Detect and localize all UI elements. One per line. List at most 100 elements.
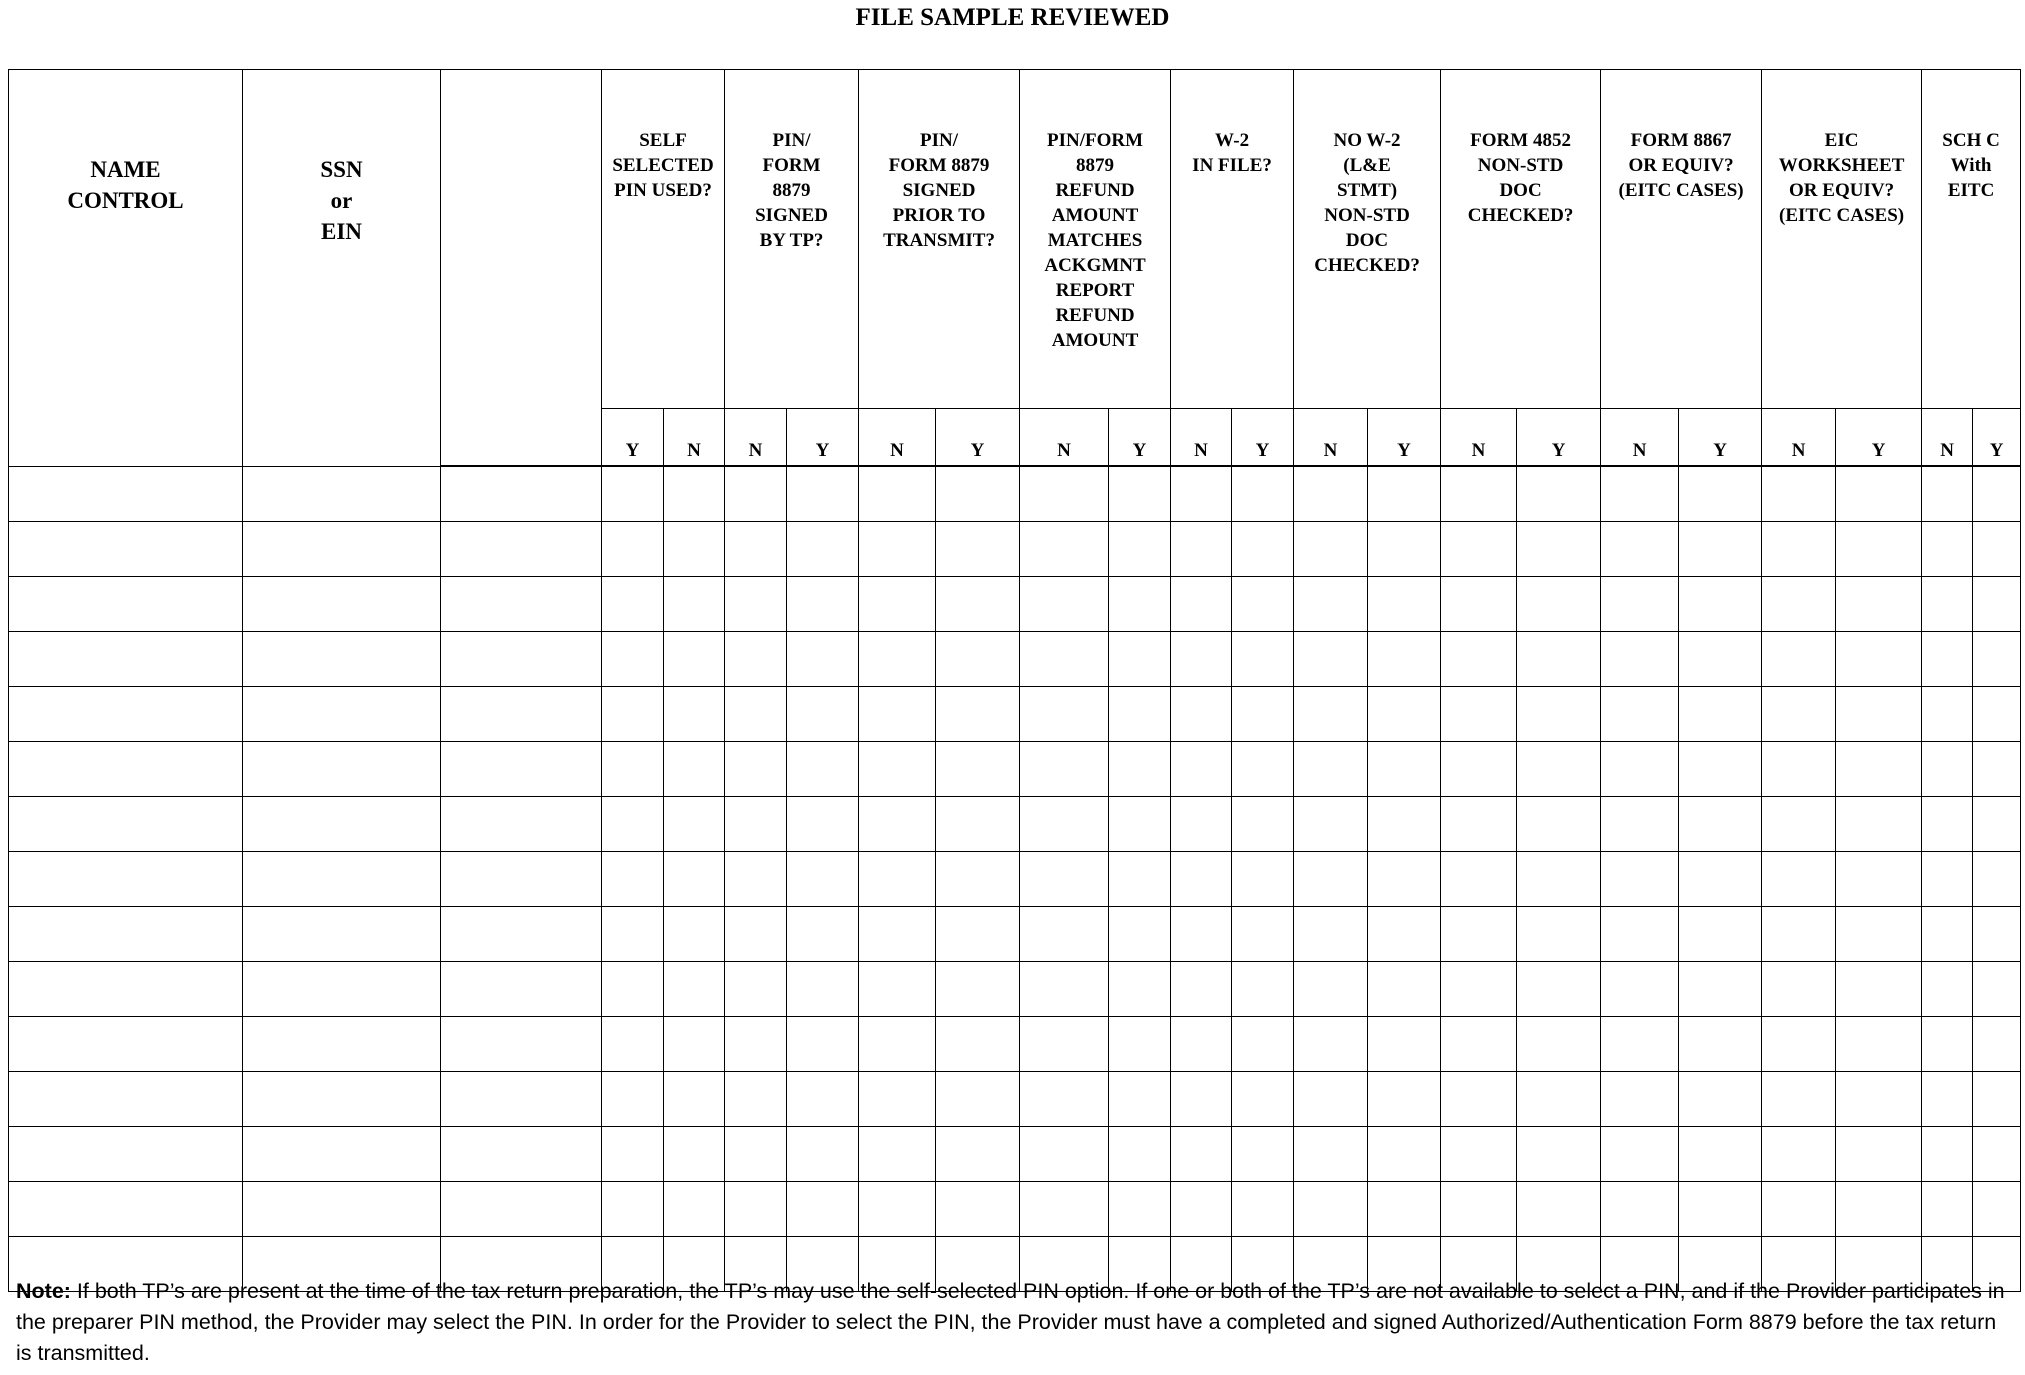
table-cell[interactable] [601, 1126, 664, 1182]
table-cell[interactable] [1972, 851, 2022, 907]
table-cell[interactable] [1678, 1071, 1763, 1127]
table-cell[interactable] [1678, 1181, 1763, 1237]
table-cell[interactable] [1019, 1126, 1110, 1182]
table-cell[interactable] [1678, 961, 1763, 1017]
table-cell[interactable] [1293, 1016, 1369, 1072]
table-cell[interactable] [1231, 1071, 1295, 1127]
table-cell[interactable] [1019, 465, 1110, 522]
table-cell[interactable] [724, 796, 787, 852]
table-cell[interactable] [1231, 906, 1295, 962]
table-cell[interactable] [1921, 631, 1974, 687]
table-cell[interactable] [1972, 1181, 2022, 1237]
table-cell[interactable] [242, 1126, 441, 1182]
table-cell[interactable] [1170, 465, 1233, 522]
table-cell[interactable] [785, 1016, 860, 1072]
table-cell[interactable] [1678, 465, 1763, 522]
table-cell[interactable] [1108, 741, 1172, 797]
table-cell[interactable] [8, 796, 243, 852]
table-cell[interactable] [1367, 1236, 1442, 1292]
table-cell[interactable] [1019, 906, 1110, 962]
table-cell[interactable] [785, 961, 860, 1017]
table-cell[interactable] [1678, 796, 1763, 852]
table-cell[interactable] [785, 906, 860, 962]
table-cell[interactable] [1761, 1236, 1837, 1292]
table-cell[interactable] [663, 741, 725, 797]
table-cell[interactable] [724, 1236, 787, 1292]
table-cell[interactable] [1293, 906, 1369, 962]
table-cell[interactable] [440, 1016, 602, 1072]
table-cell[interactable] [724, 1016, 787, 1072]
table-cell[interactable] [1293, 465, 1369, 522]
table-cell[interactable] [1972, 521, 2022, 577]
table-cell[interactable] [1921, 851, 1974, 907]
table-cell[interactable] [858, 906, 937, 962]
table-cell[interactable] [1516, 1071, 1602, 1127]
table-cell[interactable] [663, 465, 725, 522]
table-cell[interactable] [242, 465, 441, 522]
table-cell[interactable] [1108, 465, 1172, 522]
table-cell[interactable] [601, 521, 664, 577]
table-cell[interactable] [935, 1181, 1021, 1237]
table-cell[interactable] [1921, 1126, 1974, 1182]
table-cell[interactable] [1293, 576, 1369, 632]
table-cell[interactable] [935, 961, 1021, 1017]
table-cell[interactable] [1293, 1126, 1369, 1182]
table-cell[interactable] [935, 1236, 1021, 1292]
table-cell[interactable] [1761, 851, 1837, 907]
table-cell[interactable] [1678, 631, 1763, 687]
table-cell[interactable] [1231, 1181, 1295, 1237]
table-cell[interactable] [935, 1126, 1021, 1182]
table-cell[interactable] [1600, 465, 1680, 522]
table-cell[interactable] [935, 906, 1021, 962]
table-cell[interactable] [8, 741, 243, 797]
table-cell[interactable] [1600, 631, 1680, 687]
table-cell[interactable] [858, 1236, 937, 1292]
table-cell[interactable] [1367, 851, 1442, 907]
table-cell[interactable] [1293, 796, 1369, 852]
table-cell[interactable] [1440, 1126, 1518, 1182]
table-cell[interactable] [1293, 686, 1369, 742]
table-cell[interactable] [724, 961, 787, 1017]
table-cell[interactable] [663, 851, 725, 907]
table-cell[interactable] [1440, 906, 1518, 962]
table-cell[interactable] [1921, 1071, 1974, 1127]
table-cell[interactable] [1440, 1071, 1518, 1127]
table-cell[interactable] [1972, 1126, 2022, 1182]
table-cell[interactable] [601, 741, 664, 797]
table-cell[interactable] [1231, 1016, 1295, 1072]
table-cell[interactable] [8, 1236, 243, 1292]
table-cell[interactable] [440, 1126, 602, 1182]
table-cell[interactable] [1835, 961, 1923, 1017]
table-cell[interactable] [1761, 1071, 1837, 1127]
table-cell[interactable] [1972, 631, 2022, 687]
table-cell[interactable] [1440, 961, 1518, 1017]
table-cell[interactable] [1367, 1071, 1442, 1127]
table-cell[interactable] [1516, 1016, 1602, 1072]
table-cell[interactable] [935, 1071, 1021, 1127]
table-cell[interactable] [1367, 631, 1442, 687]
table-cell[interactable] [785, 686, 860, 742]
table-cell[interactable] [1835, 851, 1923, 907]
table-cell[interactable] [785, 851, 860, 907]
table-cell[interactable] [440, 851, 602, 907]
table-cell[interactable] [1516, 796, 1602, 852]
table-cell[interactable] [242, 631, 441, 687]
table-cell[interactable] [1440, 1181, 1518, 1237]
table-cell[interactable] [1108, 906, 1172, 962]
table-cell[interactable] [1600, 1236, 1680, 1292]
table-cell[interactable] [440, 521, 602, 577]
table-cell[interactable] [242, 796, 441, 852]
table-cell[interactable] [858, 796, 937, 852]
table-cell[interactable] [1600, 796, 1680, 852]
table-cell[interactable] [1516, 686, 1602, 742]
table-cell[interactable] [1835, 1126, 1923, 1182]
table-cell[interactable] [1170, 686, 1233, 742]
table-cell[interactable] [1170, 576, 1233, 632]
table-cell[interactable] [1678, 686, 1763, 742]
table-cell[interactable] [1019, 1071, 1110, 1127]
table-cell[interactable] [440, 741, 602, 797]
table-cell[interactable] [935, 465, 1021, 522]
table-cell[interactable] [1761, 465, 1837, 522]
table-cell[interactable] [242, 906, 441, 962]
table-cell[interactable] [1440, 576, 1518, 632]
